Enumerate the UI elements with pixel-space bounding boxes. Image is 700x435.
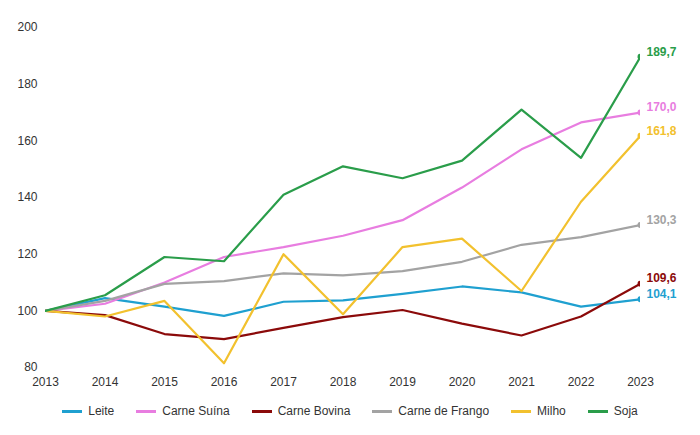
html-text:Carne de Frango: Carne de Frango xyxy=(398,404,490,418)
html-text:Carne Suína: Carne Suína xyxy=(162,404,230,418)
svg-text:2019: 2019 xyxy=(389,375,416,389)
svg-text:130,3: 130,3 xyxy=(647,213,677,227)
svg-text:2014: 2014 xyxy=(92,375,119,389)
svg-text:109,6: 109,6 xyxy=(647,271,677,285)
svg-text:200: 200 xyxy=(17,20,37,34)
svg-text:2017: 2017 xyxy=(270,375,297,389)
svg-text:2015: 2015 xyxy=(151,375,178,389)
svg-text:160: 160 xyxy=(17,134,37,148)
svg-text:104,1: 104,1 xyxy=(647,287,677,301)
svg-text:2018: 2018 xyxy=(330,375,357,389)
svg-text:2020: 2020 xyxy=(449,375,476,389)
svg-text:170,0: 170,0 xyxy=(647,100,677,114)
svg-text:161,8: 161,8 xyxy=(647,124,677,138)
svg-text:2016: 2016 xyxy=(211,375,238,389)
svg-text:2023: 2023 xyxy=(627,375,654,389)
html-text:Milho: Milho xyxy=(537,404,566,418)
svg-text:2013: 2013 xyxy=(32,375,59,389)
html-text:Leite: Leite xyxy=(88,404,115,418)
svg-text:140: 140 xyxy=(17,190,37,204)
svg-text:189,7: 189,7 xyxy=(647,45,677,59)
svg-text:2021: 2021 xyxy=(508,375,535,389)
svg-text:2022: 2022 xyxy=(568,375,595,389)
svg-text:80: 80 xyxy=(24,360,38,374)
html-text:Soja: Soja xyxy=(613,404,638,418)
svg-text:180: 180 xyxy=(17,77,37,91)
svg-text:100: 100 xyxy=(17,304,37,318)
svg-text:120: 120 xyxy=(17,247,37,261)
html-text:Carne Bovina: Carne Bovina xyxy=(277,404,351,418)
